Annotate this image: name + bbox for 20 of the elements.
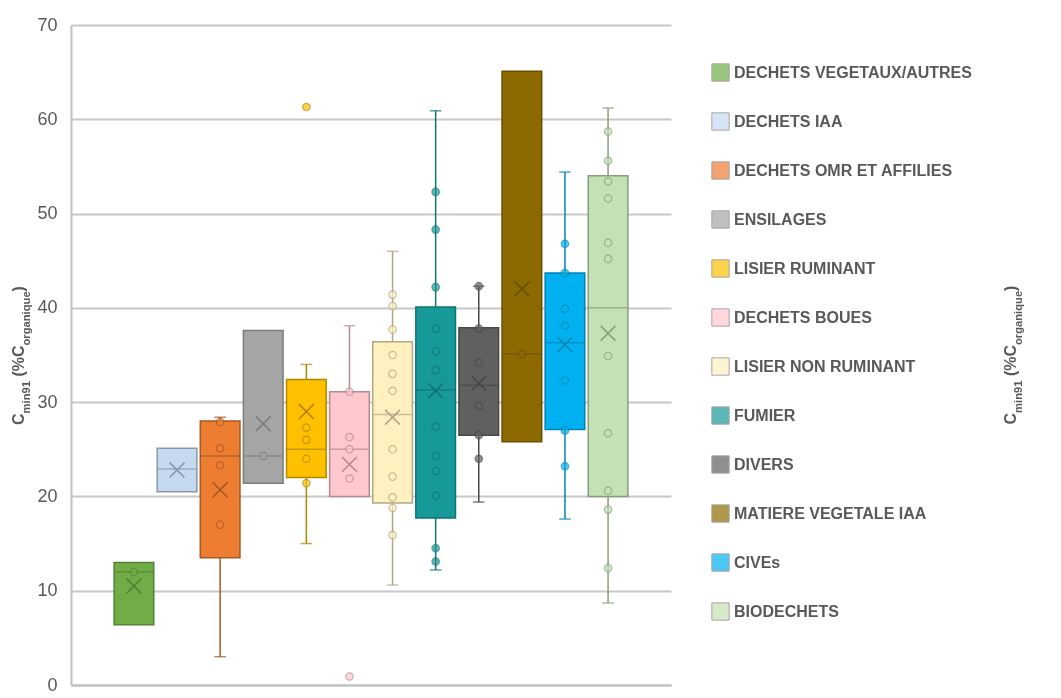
legend-label: DIVERS xyxy=(734,455,794,473)
y-tick-label: 10 xyxy=(37,580,58,601)
legend-label: BIODECHETS xyxy=(734,602,840,620)
y-tick-label: 60 xyxy=(37,108,58,129)
legend-label: DECHETS IAA xyxy=(734,112,843,130)
legend-label: MATIERE VEGETALE IAA xyxy=(734,504,927,522)
y-tick-label: 70 xyxy=(37,14,58,35)
y-tick-label: 0 xyxy=(47,674,58,695)
y-tick-label: 20 xyxy=(37,485,58,506)
legend-label: DECHETS VEGETAUX/AUTRES xyxy=(734,63,973,81)
legend-label: LISIER NON RUMINANT xyxy=(734,357,916,375)
legend-label: LISIER RUMINANT xyxy=(734,259,876,277)
legend-label: DECHETS BOUES xyxy=(734,308,873,326)
legend-label: DECHETS OMR ET AFFILIES xyxy=(734,161,953,179)
legend-label: ENSILAGES xyxy=(734,210,827,228)
legend-label: CIVEs xyxy=(734,553,781,571)
y-tick-label: 40 xyxy=(37,297,58,318)
legend-label: FUMIER xyxy=(734,406,796,424)
y-tick-label: 50 xyxy=(37,203,58,224)
y-tick-label: 30 xyxy=(37,391,58,412)
